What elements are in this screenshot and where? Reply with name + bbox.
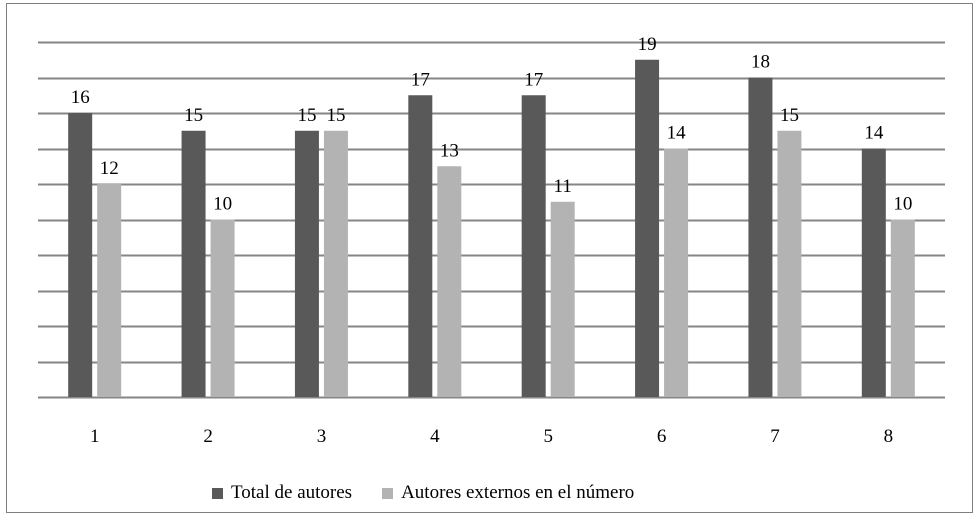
data-label-externos-4: 13 xyxy=(440,140,459,161)
bar-externos-2 xyxy=(210,219,235,397)
bars xyxy=(68,59,915,397)
data-label-total-6: 19 xyxy=(638,34,657,55)
x-tick-labels: 1 2 3 4 5 6 7 8 xyxy=(90,426,893,447)
data-label-total-8: 14 xyxy=(864,123,884,144)
bar-externos-7 xyxy=(777,130,802,397)
legend-swatch-total xyxy=(212,487,223,499)
bar-externos-6 xyxy=(664,148,689,397)
bar-externos-4 xyxy=(437,166,462,397)
data-labels: 16 12 15 10 15 15 17 13 17 11 19 14 18 15 14 10 xyxy=(71,34,913,215)
data-label-externos-7: 15 xyxy=(780,105,799,126)
legend: Total de autores Autores externos en el … xyxy=(212,482,664,504)
data-label-total-2: 15 xyxy=(184,105,203,126)
x-tick-label-3: 3 xyxy=(317,426,327,447)
bar-externos-8 xyxy=(890,219,915,397)
bar-total-7 xyxy=(748,77,773,397)
x-tick-label-6: 6 xyxy=(657,426,667,447)
legend-item-total: Total de autores xyxy=(212,482,352,504)
bar-externos-1 xyxy=(97,184,122,397)
bar-externos-3 xyxy=(323,130,348,397)
x-tick-label-1: 1 xyxy=(90,426,100,447)
x-tick-label-4: 4 xyxy=(430,426,440,447)
x-tick-label-8: 8 xyxy=(884,426,894,447)
data-label-total-7: 18 xyxy=(751,52,770,73)
legend-item-externos: Autores externos en el número xyxy=(382,482,634,504)
data-label-externos-8: 10 xyxy=(893,194,912,215)
x-tick-label-7: 7 xyxy=(770,426,780,447)
data-label-externos-5: 11 xyxy=(554,176,572,197)
bar-total-2 xyxy=(181,130,206,397)
x-tick-label-2: 2 xyxy=(203,426,213,447)
data-label-total-4: 17 xyxy=(411,69,430,90)
bar-total-6 xyxy=(635,59,660,397)
data-label-externos-3: 15 xyxy=(326,105,345,126)
legend-label-total: Total de autores xyxy=(231,482,353,503)
bar-total-4 xyxy=(408,95,433,397)
bar-total-5 xyxy=(521,95,546,397)
legend-swatch-externos xyxy=(382,487,394,499)
bar-externos-5 xyxy=(550,201,575,397)
data-label-externos-2: 10 xyxy=(213,194,232,215)
data-label-total-3: 15 xyxy=(297,105,316,126)
bar-total-3 xyxy=(294,130,319,397)
data-label-externos-6: 14 xyxy=(667,123,687,144)
legend-label-externos: Autores externos en el número xyxy=(401,482,635,503)
data-label-externos-1: 12 xyxy=(100,158,119,179)
data-label-total-5: 17 xyxy=(524,69,543,90)
data-label-total-1: 16 xyxy=(71,87,90,108)
x-tick-label-5: 5 xyxy=(543,426,553,447)
bar-total-1 xyxy=(68,113,93,397)
gridlines xyxy=(38,41,945,399)
bar-total-8 xyxy=(861,148,886,397)
